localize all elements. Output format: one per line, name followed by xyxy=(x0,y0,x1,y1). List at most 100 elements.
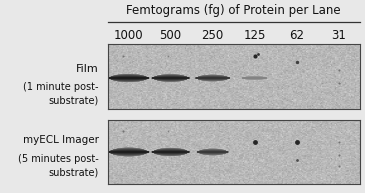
Ellipse shape xyxy=(242,77,266,79)
Ellipse shape xyxy=(154,148,187,156)
Ellipse shape xyxy=(154,74,188,81)
Ellipse shape xyxy=(154,148,188,156)
Ellipse shape xyxy=(153,75,188,81)
Ellipse shape xyxy=(152,150,189,154)
Text: substrate): substrate) xyxy=(48,167,99,177)
Ellipse shape xyxy=(242,77,267,79)
Ellipse shape xyxy=(110,148,147,156)
Ellipse shape xyxy=(110,74,147,81)
Ellipse shape xyxy=(198,150,227,154)
Ellipse shape xyxy=(153,75,189,81)
Ellipse shape xyxy=(152,76,189,80)
Ellipse shape xyxy=(112,74,145,82)
Ellipse shape xyxy=(155,148,186,156)
Ellipse shape xyxy=(198,75,227,81)
Ellipse shape xyxy=(199,149,227,155)
Ellipse shape xyxy=(200,149,226,155)
Ellipse shape xyxy=(198,75,227,81)
Ellipse shape xyxy=(244,76,265,80)
Ellipse shape xyxy=(199,149,226,155)
Ellipse shape xyxy=(110,75,148,81)
Ellipse shape xyxy=(155,74,187,82)
Ellipse shape xyxy=(197,75,228,81)
Ellipse shape xyxy=(243,77,266,80)
Ellipse shape xyxy=(196,76,229,80)
Ellipse shape xyxy=(154,148,187,156)
Ellipse shape xyxy=(200,149,225,155)
Ellipse shape xyxy=(196,77,230,79)
Ellipse shape xyxy=(199,149,226,155)
Ellipse shape xyxy=(152,150,189,154)
Ellipse shape xyxy=(112,148,145,156)
Ellipse shape xyxy=(198,149,227,155)
Ellipse shape xyxy=(155,148,187,156)
Ellipse shape xyxy=(199,75,227,81)
Ellipse shape xyxy=(154,74,188,82)
Text: 1000: 1000 xyxy=(114,29,143,42)
Ellipse shape xyxy=(111,148,146,156)
Ellipse shape xyxy=(198,150,228,154)
Ellipse shape xyxy=(195,77,230,79)
Ellipse shape xyxy=(155,148,186,156)
Ellipse shape xyxy=(243,76,265,80)
Ellipse shape xyxy=(199,75,227,81)
Ellipse shape xyxy=(197,75,228,81)
Ellipse shape xyxy=(200,149,226,155)
Ellipse shape xyxy=(153,149,189,155)
Ellipse shape xyxy=(199,149,226,155)
Ellipse shape xyxy=(199,75,227,81)
Ellipse shape xyxy=(197,75,228,81)
Ellipse shape xyxy=(111,74,147,82)
Ellipse shape xyxy=(243,76,266,80)
Ellipse shape xyxy=(112,148,145,156)
Ellipse shape xyxy=(154,74,187,82)
Ellipse shape xyxy=(199,149,227,155)
Ellipse shape xyxy=(154,148,188,156)
Ellipse shape xyxy=(112,148,146,156)
Ellipse shape xyxy=(244,76,265,80)
Text: 125: 125 xyxy=(243,29,266,42)
Ellipse shape xyxy=(154,74,187,82)
Ellipse shape xyxy=(199,149,227,155)
Ellipse shape xyxy=(154,148,187,156)
Ellipse shape xyxy=(243,76,266,80)
Ellipse shape xyxy=(111,148,146,156)
Ellipse shape xyxy=(154,148,187,156)
Ellipse shape xyxy=(153,148,188,156)
Ellipse shape xyxy=(111,148,146,156)
Ellipse shape xyxy=(198,75,227,81)
Ellipse shape xyxy=(109,150,149,154)
Ellipse shape xyxy=(153,75,188,81)
Ellipse shape xyxy=(153,75,188,81)
Ellipse shape xyxy=(198,75,228,81)
Ellipse shape xyxy=(111,74,146,82)
Ellipse shape xyxy=(197,151,228,153)
Ellipse shape xyxy=(155,148,187,156)
Ellipse shape xyxy=(196,76,229,80)
Ellipse shape xyxy=(110,74,147,82)
Ellipse shape xyxy=(110,148,147,156)
Text: Femtograms (fg) of Protein per Lane: Femtograms (fg) of Protein per Lane xyxy=(126,4,341,17)
Ellipse shape xyxy=(111,148,146,156)
Ellipse shape xyxy=(111,74,146,82)
Ellipse shape xyxy=(153,75,188,81)
Ellipse shape xyxy=(198,150,227,154)
Ellipse shape xyxy=(199,75,227,81)
Ellipse shape xyxy=(244,76,265,80)
Ellipse shape xyxy=(112,148,145,156)
Ellipse shape xyxy=(198,149,227,155)
Ellipse shape xyxy=(111,148,146,156)
Ellipse shape xyxy=(111,74,146,82)
Ellipse shape xyxy=(197,151,228,153)
Ellipse shape xyxy=(151,151,190,153)
Ellipse shape xyxy=(244,76,265,80)
Ellipse shape xyxy=(108,151,149,153)
Ellipse shape xyxy=(108,150,149,154)
Ellipse shape xyxy=(197,75,229,81)
Ellipse shape xyxy=(155,148,186,156)
Ellipse shape xyxy=(199,149,226,155)
Text: 31: 31 xyxy=(331,29,346,42)
Ellipse shape xyxy=(108,151,149,153)
Ellipse shape xyxy=(151,151,190,153)
Ellipse shape xyxy=(111,74,146,82)
